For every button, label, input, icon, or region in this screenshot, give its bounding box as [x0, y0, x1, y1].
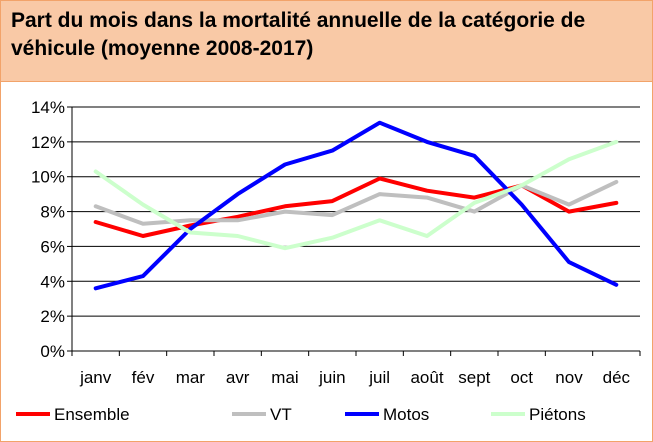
legend-label: Piétons [529, 405, 586, 424]
legend-label: VT [270, 405, 292, 424]
y-tick-label: 4% [40, 272, 65, 291]
x-tick-label: avr [226, 368, 250, 387]
x-tick-label: nov [555, 368, 583, 387]
x-tick-label: oct [510, 368, 533, 387]
x-tick-label: déc [603, 368, 631, 387]
y-tick-label: 14% [31, 98, 65, 117]
gridlines [72, 106, 640, 317]
series-line-pi-tons [93, 139, 619, 251]
y-tick-label: 2% [40, 307, 65, 326]
x-tick-label: mai [271, 368, 298, 387]
chart-title: Part du mois dans la mortalité annuelle … [11, 9, 586, 60]
series-lines [93, 120, 619, 291]
legend: Ensemble VT Motos Piétons [16, 405, 586, 424]
legend-label: Ensemble [54, 405, 130, 424]
y-tick-label: 6% [40, 237, 65, 256]
y-tick-label: 0% [40, 342, 65, 361]
x-tick-label: juin [318, 368, 345, 387]
y-tick-label: 12% [31, 133, 65, 152]
series-line-vt [93, 179, 619, 226]
x-tick-label: janv [79, 368, 112, 387]
y-tick-label: 8% [40, 203, 65, 222]
legend-label: Motos [383, 405, 429, 424]
x-tick-label: août [410, 368, 443, 387]
x-tick-label: sept [458, 368, 490, 387]
title-box: Part du mois dans la mortalité annuelle … [1, 1, 652, 82]
x-axis-ticks: janv fév mar avr mai juin juil août sept oct nov dé… [71, 351, 641, 387]
x-tick-label: juil [368, 368, 390, 387]
x-tick-label: mar [176, 368, 206, 387]
series-line-motos [93, 120, 619, 291]
x-tick-label: fév [132, 368, 155, 387]
y-axis-ticks: 0% 2% 4% 6% 8% 10% 12% 14% [31, 98, 72, 361]
y-tick-label: 10% [31, 168, 65, 187]
